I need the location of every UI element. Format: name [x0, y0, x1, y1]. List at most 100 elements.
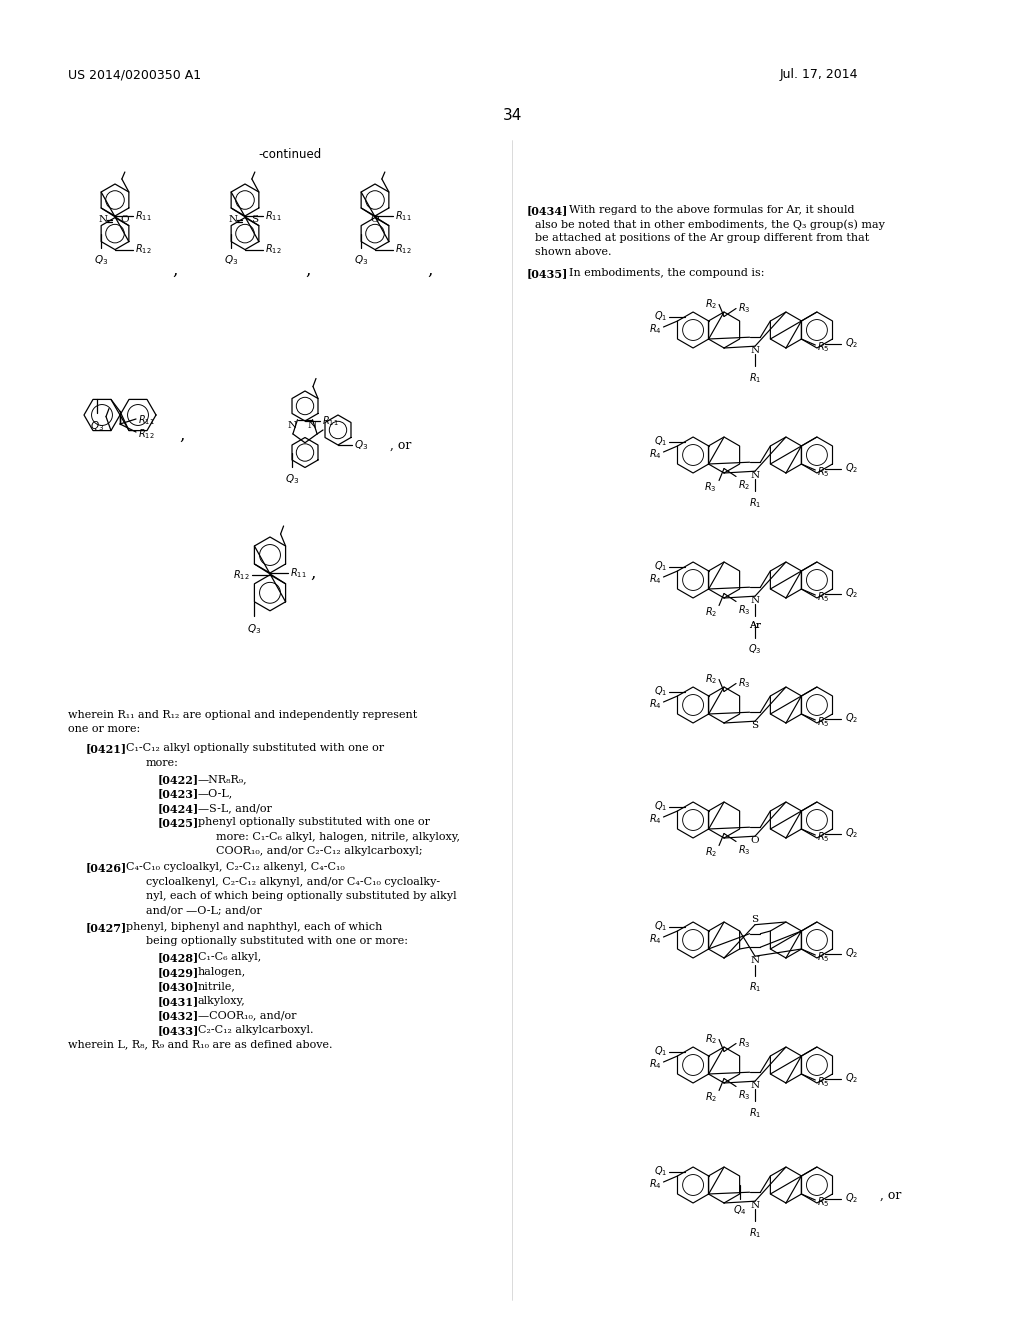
Text: more:: more:: [146, 758, 179, 768]
Text: $R_3$: $R_3$: [738, 1089, 751, 1102]
Text: S: S: [752, 721, 759, 730]
Text: $R_{11}$: $R_{11}$: [290, 566, 307, 579]
Text: $Q_1$: $Q_1$: [654, 685, 668, 698]
Text: $R_5$: $R_5$: [817, 715, 829, 729]
Text: [0434]: [0434]: [527, 205, 568, 216]
Text: S: S: [752, 915, 759, 924]
Text: being optionally substituted with one or more:: being optionally substituted with one or…: [146, 936, 408, 946]
Text: $R_3$: $R_3$: [738, 301, 751, 315]
Text: $R_{11}$: $R_{11}$: [138, 413, 155, 426]
Text: C₁-C₁₂ alkyl optionally substituted with one or: C₁-C₁₂ alkyl optionally substituted with…: [126, 743, 384, 754]
Text: —NR₈R₉,: —NR₈R₉,: [198, 774, 248, 784]
Text: also be noted that in other embodiments, the Q₃ group(s) may: also be noted that in other embodiments,…: [535, 219, 885, 230]
Text: [0427]: [0427]: [86, 921, 127, 933]
Text: $Q_4$: $Q_4$: [733, 1203, 746, 1217]
Text: wherein L, R₈, R₉ and R₁₀ are as defined above.: wherein L, R₈, R₉ and R₁₀ are as defined…: [68, 1039, 333, 1049]
Text: $R_1$: $R_1$: [749, 1226, 761, 1239]
Text: $Q_1$: $Q_1$: [654, 920, 668, 933]
Text: Ar: Ar: [750, 622, 761, 630]
Text: ,: ,: [310, 565, 315, 582]
Text: $R_5$: $R_5$: [817, 1074, 829, 1089]
Text: shown above.: shown above.: [535, 247, 611, 257]
Text: $Q_3$: $Q_3$: [94, 253, 109, 268]
Text: $R_{11}$: $R_{11}$: [265, 209, 282, 223]
Text: N: N: [288, 421, 297, 430]
Text: $R_4$: $R_4$: [649, 447, 662, 461]
Text: $Q_2$: $Q_2$: [845, 586, 858, 601]
Text: $Q_2$: $Q_2$: [845, 946, 858, 961]
Text: N: N: [228, 215, 238, 224]
Text: alkyloxy,: alkyloxy,: [198, 995, 246, 1006]
Text: $Q_2$: $Q_2$: [845, 1072, 858, 1085]
Text: $R_3$: $R_3$: [738, 603, 751, 618]
Text: N: N: [751, 595, 760, 605]
Text: , or: , or: [390, 438, 412, 451]
Text: [0422]: [0422]: [158, 774, 199, 785]
Text: [0421]: [0421]: [86, 743, 127, 754]
Text: [0425]: [0425]: [158, 817, 200, 829]
Text: O: O: [121, 215, 129, 224]
Text: $R_2$: $R_2$: [705, 1090, 717, 1105]
Text: , or: , or: [880, 1188, 901, 1201]
Text: $Q_1$: $Q_1$: [654, 1164, 668, 1179]
Text: US 2014/0200350 A1: US 2014/0200350 A1: [68, 69, 201, 81]
Text: Jul. 17, 2014: Jul. 17, 2014: [780, 69, 858, 81]
Text: ,: ,: [305, 261, 310, 279]
Text: $R_4$: $R_4$: [649, 812, 662, 826]
Text: $Q_2$: $Q_2$: [845, 711, 858, 726]
Text: $R_5$: $R_5$: [817, 590, 829, 605]
Text: $R_{12}$: $R_{12}$: [135, 243, 152, 256]
Text: $R_4$: $R_4$: [649, 322, 662, 335]
Text: $Q_3$: $Q_3$: [224, 253, 239, 268]
Text: $R_5$: $R_5$: [817, 341, 829, 354]
Text: $R_{11}$: $R_{11}$: [395, 209, 412, 223]
Text: $Q_2$: $Q_2$: [845, 462, 858, 475]
Text: $R_4$: $R_4$: [649, 697, 662, 711]
Text: C₄-C₁₀ cycloalkyl, C₂-C₁₂ alkenyl, C₄-C₁₀: C₄-C₁₀ cycloalkyl, C₂-C₁₂ alkenyl, C₄-C₁…: [126, 862, 345, 873]
Text: [0423]: [0423]: [158, 788, 200, 800]
Text: [0426]: [0426]: [86, 862, 127, 874]
Text: $Q_1$: $Q_1$: [654, 434, 668, 449]
Text: S: S: [252, 215, 259, 224]
Text: In embodiments, the compound is:: In embodiments, the compound is:: [569, 268, 765, 279]
Text: $Q_1$: $Q_1$: [654, 310, 668, 323]
Text: and/or —O-L; and/or: and/or —O-L; and/or: [146, 906, 262, 916]
Text: [0424]: [0424]: [158, 803, 200, 814]
Text: -continued: -continued: [258, 148, 322, 161]
Text: nyl, each of which being optionally substituted by alkyl: nyl, each of which being optionally subs…: [146, 891, 457, 902]
Text: $Q_1$: $Q_1$: [654, 800, 668, 813]
Text: $Q_1$: $Q_1$: [654, 1044, 668, 1059]
Text: $R_3$: $R_3$: [738, 1036, 751, 1051]
Text: ,: ,: [172, 261, 178, 279]
Text: $R_{11}$: $R_{11}$: [322, 414, 339, 428]
Text: COOR₁₀, and/or C₂-C₁₂ alkylcarboxyl;: COOR₁₀, and/or C₂-C₁₂ alkylcarboxyl;: [216, 846, 423, 857]
Text: $Q_3$: $Q_3$: [285, 473, 299, 486]
Text: $R_2$: $R_2$: [705, 297, 717, 312]
Text: phenyl optionally substituted with one or: phenyl optionally substituted with one o…: [198, 817, 430, 828]
Text: Ar: Ar: [750, 622, 761, 630]
Text: $R_5$: $R_5$: [817, 950, 829, 964]
Text: C₁-C₆ alkyl,: C₁-C₆ alkyl,: [198, 952, 261, 962]
Text: $R_3$: $R_3$: [738, 843, 751, 857]
Text: N: N: [751, 1081, 760, 1090]
Text: N: N: [308, 421, 317, 430]
Text: N: N: [751, 346, 760, 355]
Text: $Q_3$: $Q_3$: [248, 622, 261, 636]
Text: ,: ,: [427, 261, 433, 279]
Text: $R_{11}$: $R_{11}$: [135, 209, 152, 223]
Text: [0429]: [0429]: [158, 966, 200, 978]
Text: $R_4$: $R_4$: [649, 572, 662, 586]
Text: [0432]: [0432]: [158, 1010, 200, 1022]
Text: O: O: [751, 836, 760, 845]
Text: $R_{12}$: $R_{12}$: [233, 568, 250, 582]
Text: $R_5$: $R_5$: [817, 830, 829, 843]
Text: $R_2$: $R_2$: [738, 479, 751, 492]
Text: cycloalkenyl, C₂-C₁₂ alkynyl, and/or C₄-C₁₀ cycloalky-: cycloalkenyl, C₂-C₁₂ alkynyl, and/or C₄-…: [146, 876, 440, 887]
Text: [0430]: [0430]: [158, 981, 200, 993]
Text: wherein R₁₁ and R₁₂ are optional and independently represent: wherein R₁₁ and R₁₂ are optional and ind…: [68, 710, 417, 719]
Text: [0435]: [0435]: [527, 268, 568, 279]
Text: $Q_3$: $Q_3$: [90, 420, 104, 433]
Text: $Q_1$: $Q_1$: [654, 560, 668, 573]
Text: ,: ,: [179, 426, 184, 444]
Text: $R_{12}$: $R_{12}$: [395, 243, 412, 256]
